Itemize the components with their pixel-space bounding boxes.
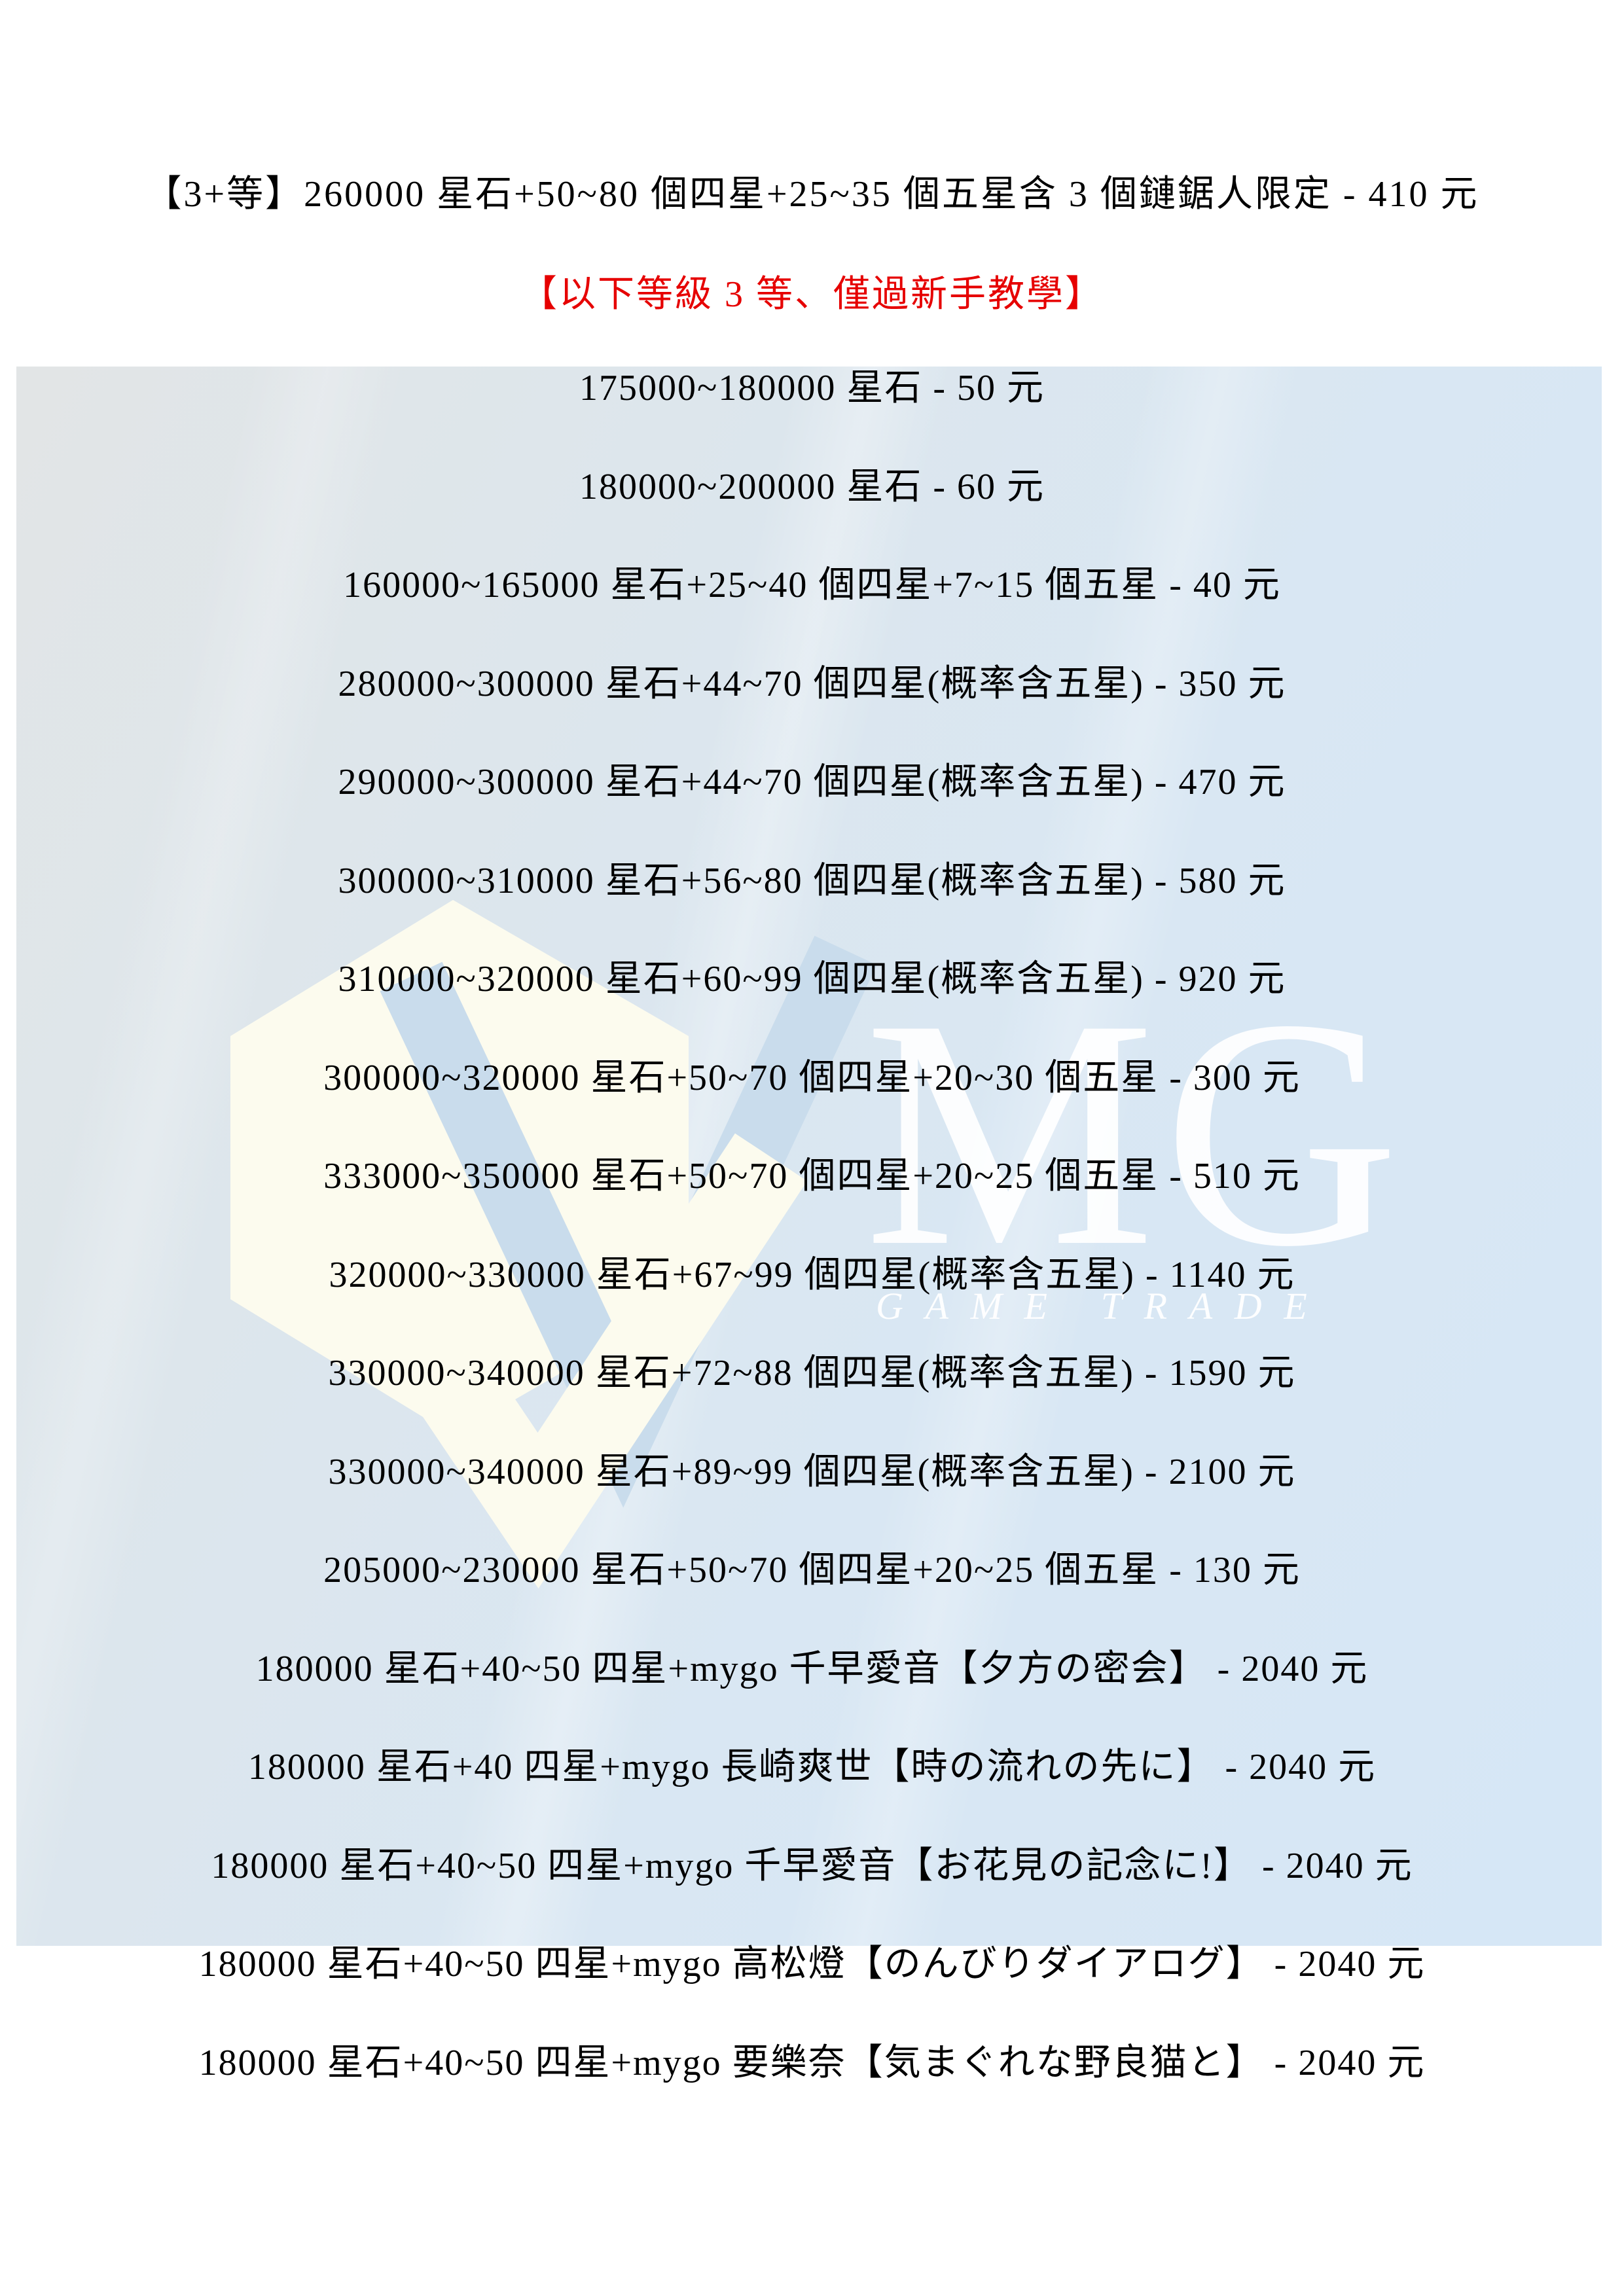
price-line: 333000~350000 星石+50~70 個四星+20~25 個五星 - 5… [323,1156,1301,1196]
price-line: 180000 星石+40~50 四星+mygo 千早愛音【夕方の密会】 - 20… [255,1648,1369,1689]
price-line: 330000~340000 星石+72~88 個四星(概率含五星) - 1590… [328,1353,1296,1393]
price-line: 300000~320000 星石+50~70 個四星+20~30 個五星 - 3… [323,1057,1301,1098]
price-line: 310000~320000 星石+60~99 個四星(概率含五星) - 920 … [338,959,1286,999]
price-line: 300000~310000 星石+56~80 個四星(概率含五星) - 580 … [338,860,1286,901]
price-line: 290000~300000 星石+44~70 個四星(概率含五星) - 470 … [338,762,1286,802]
price-line: 180000 星石+40 四星+mygo 長崎爽世【時の流れの先に】 - 204… [247,1747,1377,1787]
price-line: 330000~340000 星石+89~99 個四星(概率含五星) - 2100… [328,1451,1296,1492]
price-line: 320000~330000 星石+67~99 個四星(概率含五星) - 1140… [329,1254,1295,1295]
price-line: 180000~200000 星石 - 60 元 [579,466,1045,507]
price-line: 180000 星石+40~50 四星+mygo 高松燈【のんびりダイアログ】 -… [198,1944,1426,1984]
header-price-line: 【3+等】260000 星石+50~80 個四星+25~35 個五星含 3 個鏈… [145,174,1479,215]
watermark-subtitle: GAME TRADE [876,1285,1329,1327]
price-line: 280000~300000 星石+44~70 個四星(概率含五星) - 350 … [338,663,1286,704]
notice-line: 【以下等級 3 等、僅過新手教學】 [520,274,1104,315]
price-line: 205000~230000 星石+50~70 個四星+20~25 個五星 - 1… [323,1550,1301,1590]
price-line: 180000 星石+40~50 四星+mygo 千早愛音【お花見の記念に!】 -… [211,1845,1413,1886]
price-line: 180000 星石+40~50 四星+mygo 要樂奈【気まぐれな野良猫と】 -… [198,2042,1426,2083]
price-line: 160000~165000 星石+25~40 個四星+7~15 個五星 - 40… [343,565,1281,605]
price-line: 175000~180000 星石 - 50 元 [579,368,1045,408]
